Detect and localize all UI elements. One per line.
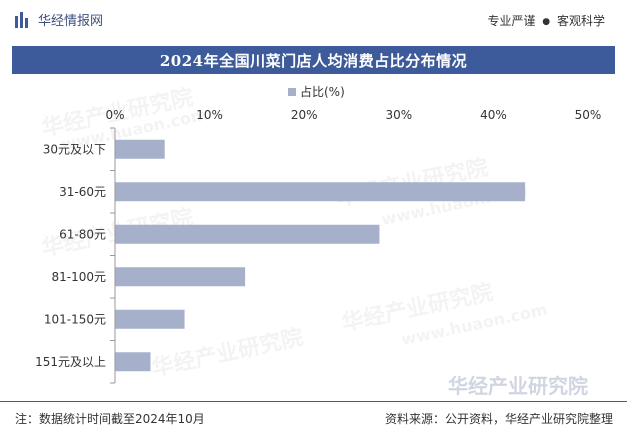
x-tick-label: 50%: [575, 108, 602, 122]
category-label: 101-150元: [44, 312, 106, 326]
bar: [115, 267, 246, 287]
x-tick-label: 0%: [105, 108, 124, 122]
category-label: 30元及以下: [43, 142, 106, 156]
footer-source: 资料来源：公开资料，华经产业研究院整理: [384, 412, 613, 426]
slogan-part1: 专业严谨: [487, 14, 536, 28]
legend-swatch: [288, 87, 296, 96]
brand-name: 华经情报网: [38, 14, 104, 29]
x-tick-label: 30%: [385, 108, 412, 122]
slogan-separator: ●: [542, 17, 551, 27]
top-bar: 华经情报网 专业严谨 ● 客观科学: [0, 0, 627, 40]
category-label: 31-60元: [59, 185, 106, 199]
bar-chart: 0% 10% 20% 30% 40% 50% 30元及以下 31-60元 61-80元 81-10…: [35, 108, 602, 384]
watermark-logo: 华经产业研究院: [448, 374, 588, 398]
category-label: 151元及以上: [35, 355, 106, 369]
chart-title: 2024年全国川菜门店人均消费占比分布情况: [12, 46, 615, 74]
bar: [115, 309, 185, 329]
slogan: 专业严谨 ● 客观科学: [487, 12, 605, 29]
category-label: 61-80元: [59, 227, 106, 241]
bar: [115, 182, 526, 202]
slogan-part2: 客观科学: [556, 14, 605, 28]
chart-legend: 占比(%): [288, 83, 345, 100]
brand: 华经情报网: [15, 10, 103, 29]
bar: [115, 352, 151, 372]
x-tick-label: 20%: [291, 108, 318, 122]
footer-note: 注：数据统计时间截至2024年10月: [15, 412, 205, 426]
x-tick-label: 10%: [196, 108, 223, 122]
category-label: 81-100元: [51, 270, 106, 284]
footer: 注：数据统计时间截至2024年10月 资料来源：公开资料，华经产业研究院整理: [0, 401, 627, 445]
x-tick-label: 40%: [480, 108, 507, 122]
bar: [115, 139, 165, 159]
bar-chart-logo-icon: [15, 11, 28, 28]
bar: [115, 224, 380, 244]
legend-label: 占比(%): [300, 85, 345, 99]
